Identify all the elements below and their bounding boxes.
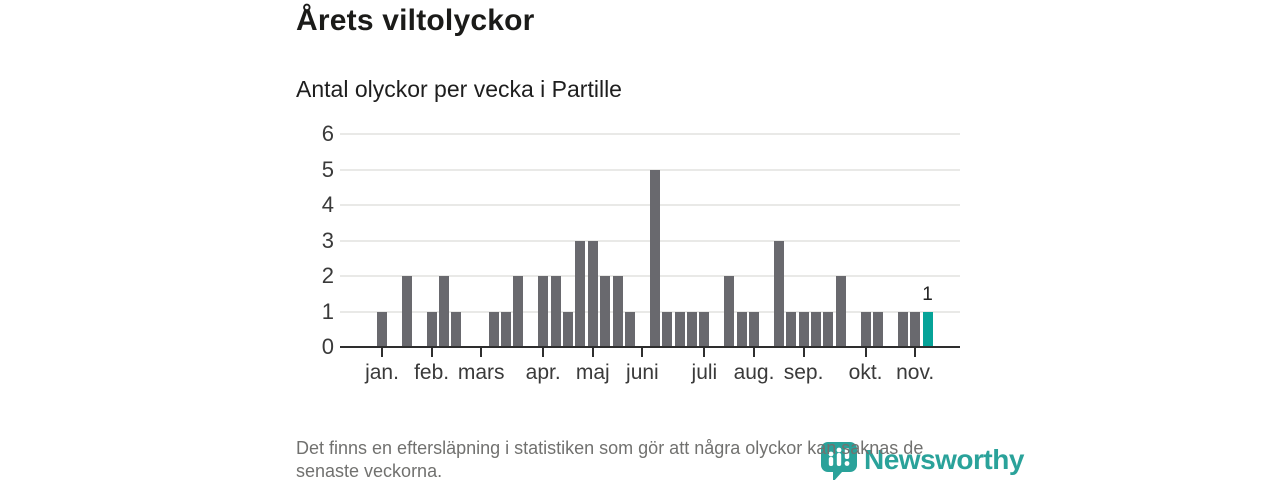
highlighted-bar-week-45 <box>922 311 933 347</box>
bar-week-40 <box>860 311 871 347</box>
y-axis-label-3: 3 <box>321 227 334 253</box>
x-tick-aug <box>753 348 755 357</box>
bar-week-11 <box>501 311 511 347</box>
x-tick-apr <box>542 348 545 357</box>
bar-week-10 <box>488 311 499 347</box>
x-tick-juni <box>641 348 644 357</box>
bar-week-31 <box>749 311 759 347</box>
bar-week-3 <box>401 276 412 347</box>
x-tick-mars <box>480 348 483 357</box>
bar-week-20 <box>612 276 623 347</box>
footer-note: Det finns en eftersläpning i statistiken… <box>296 437 923 480</box>
bar-week-6 <box>439 276 449 347</box>
x-tick-juli <box>703 348 706 357</box>
x-tick-nov <box>914 348 917 357</box>
newsworthy-pin-barchart-icon <box>820 441 858 480</box>
bar-week-33 <box>773 240 784 347</box>
y-axis-label-4: 4 <box>321 192 334 217</box>
x-tick-okt <box>864 348 867 357</box>
newsworthy-logo: Newsworthy <box>820 441 1024 480</box>
footer-note-line1: Det finns en eftersläpning i statistiken… <box>296 438 924 458</box>
bar-week-27 <box>699 311 710 347</box>
y-axis-label-0: 0 <box>321 334 334 359</box>
bar-week-26 <box>687 311 697 347</box>
y-axis-label-5: 5 <box>321 156 334 182</box>
bar-week-5 <box>426 311 437 347</box>
bar-week-16 <box>563 311 573 347</box>
x-tick-feb <box>430 348 433 357</box>
bar-week-23 <box>649 169 660 347</box>
x-axis-line <box>340 346 960 348</box>
bar-week-41 <box>873 311 883 347</box>
bar-week-21 <box>625 311 635 347</box>
bar-week-15 <box>550 276 561 347</box>
x-axis-label-juni: juni <box>626 361 659 384</box>
bar-week-37 <box>823 311 834 347</box>
bar-week-7 <box>451 311 462 347</box>
x-axis-label-sep: sep. <box>783 361 824 384</box>
highlight-value-label: 1 <box>922 283 933 305</box>
newsworthy-logo-text: Newsworthy <box>864 444 1024 475</box>
bar-week-30 <box>736 311 747 347</box>
y-axis-label-6: 6 <box>321 121 334 146</box>
bar-week-44 <box>910 311 921 347</box>
gridline-y6 <box>340 133 960 135</box>
bar-week-24 <box>662 311 673 347</box>
bar-week-36 <box>811 311 821 347</box>
bar-week-1 <box>377 311 387 347</box>
chart-title: Årets viltolyckor <box>296 4 535 37</box>
x-axis-label-maj: maj <box>575 361 610 384</box>
bar-week-25 <box>674 311 685 347</box>
x-axis-label-jan: jan. <box>365 361 399 384</box>
x-axis-label-okt: okt. <box>848 361 883 384</box>
bar-week-19 <box>600 276 611 347</box>
x-axis-label-aug: aug. <box>733 361 775 384</box>
x-tick-sep <box>802 348 805 357</box>
x-tick-jan <box>381 348 383 357</box>
x-axis-label-apr: apr. <box>525 361 561 384</box>
x-axis-label-juli: juli <box>691 361 718 384</box>
y-axis-label-2: 2 <box>321 263 334 288</box>
x-tick-maj <box>591 348 594 357</box>
bar-week-38 <box>835 276 846 347</box>
x-axis-label-feb: feb. <box>414 361 450 384</box>
bar-week-34 <box>786 311 797 347</box>
bar-week-29 <box>724 276 735 347</box>
x-axis-label-nov: nov. <box>896 361 935 384</box>
chart-subtitle: Antal olyckor per vecka i Partille <box>296 76 622 102</box>
bar-week-43 <box>897 311 908 347</box>
bar-week-17 <box>575 240 586 347</box>
bar-week-35 <box>798 311 809 347</box>
bar-week-12 <box>513 276 524 347</box>
bar-week-14 <box>538 276 549 347</box>
y-axis-label-1: 1 <box>321 298 334 324</box>
footer-note-line2: senaste veckorna. <box>296 461 443 480</box>
x-axis-label-mars: mars <box>457 361 505 384</box>
bar-week-18 <box>587 240 598 347</box>
